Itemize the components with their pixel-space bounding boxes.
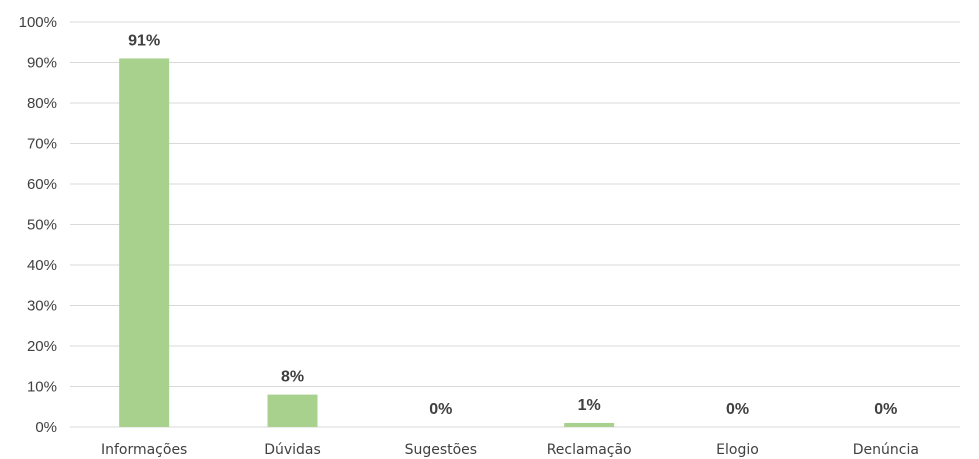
y-tick-label: 50% <box>27 217 57 234</box>
data-label: 0% <box>429 401 452 418</box>
y-tick-label: 80% <box>27 95 57 112</box>
gridlines <box>70 21 960 428</box>
y-axis-tick-labels: 0% 10% 20% 30% 40% 50% 60% 70% 80% 90% 100% <box>19 14 57 436</box>
y-tick-label: 0% <box>35 419 57 436</box>
y-tick-label: 60% <box>27 176 57 193</box>
data-label: 8% <box>281 369 304 386</box>
y-tick-label: 10% <box>27 379 57 396</box>
y-tick-label: 70% <box>27 136 57 153</box>
data-label: 0% <box>726 401 749 418</box>
y-tick-label: 20% <box>27 338 57 355</box>
x-tick-label: Informações <box>101 442 187 458</box>
data-label: 1% <box>578 397 601 414</box>
y-tick-label: 90% <box>27 55 57 72</box>
y-tick-label: 30% <box>27 298 57 315</box>
x-tick-label: Dúvidas <box>264 442 321 458</box>
data-labels: 91% 8% 0% 1% 0% 0% <box>128 32 897 418</box>
bar <box>267 394 318 427</box>
x-tick-label: Elogio <box>716 442 759 458</box>
bars <box>119 58 615 427</box>
x-axis-tick-labels: Informações Dúvidas Sugestões Reclamação Elo… <box>101 442 919 458</box>
bar <box>564 422 615 427</box>
y-tick-label: 100% <box>19 14 57 31</box>
x-tick-label: Reclamação <box>547 442 632 458</box>
bar <box>119 58 170 427</box>
y-tick-label: 40% <box>27 257 57 274</box>
data-label: 0% <box>874 401 897 418</box>
data-label: 91% <box>128 32 160 49</box>
x-tick-label: Denúncia <box>853 442 919 458</box>
x-tick-label: Sugestões <box>405 442 478 458</box>
